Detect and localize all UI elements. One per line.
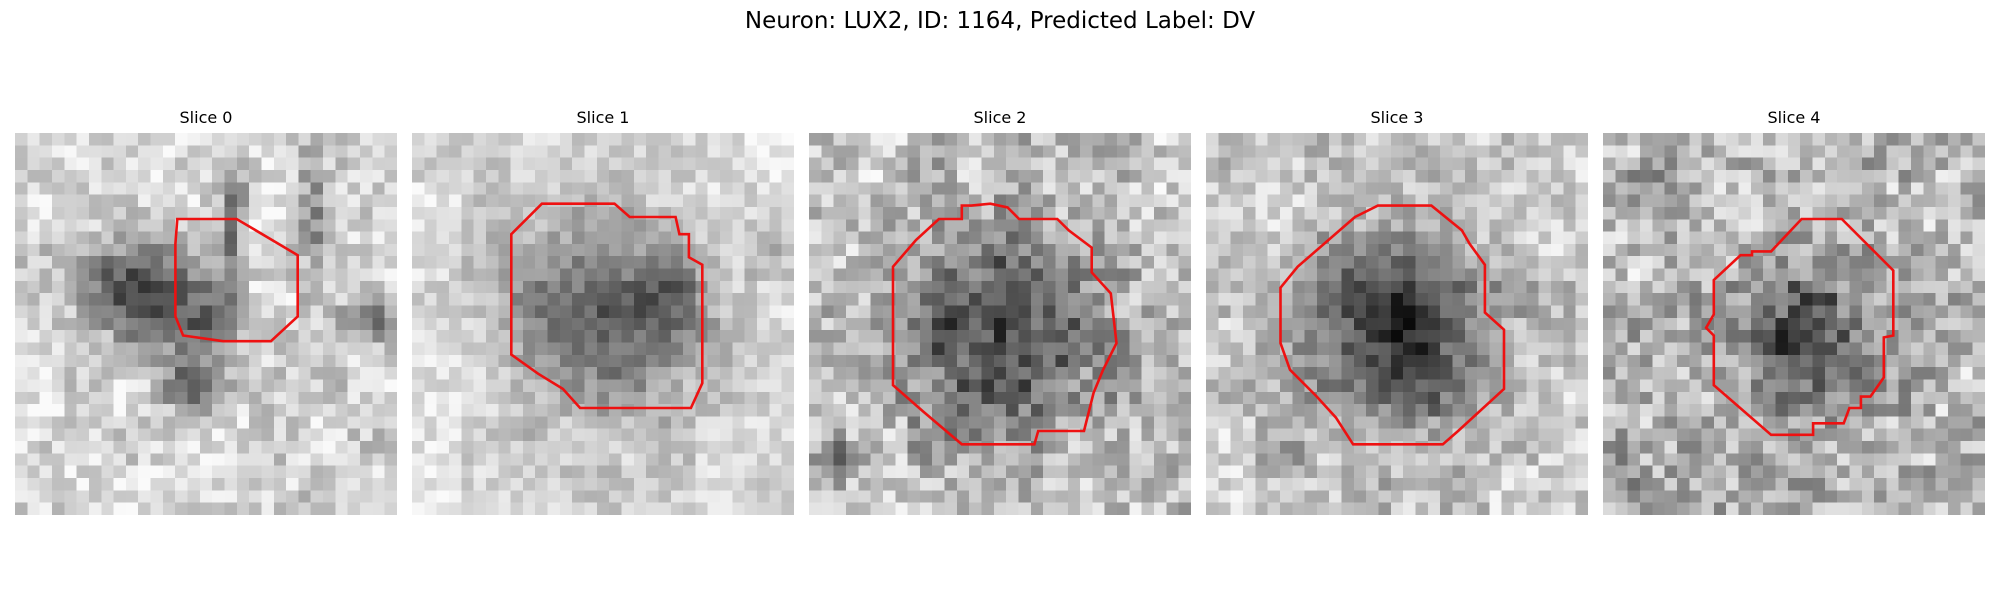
slice-image-0 <box>15 133 397 515</box>
slice-title-4: Slice 4 <box>1767 108 1821 127</box>
pixel-grid <box>809 133 1191 515</box>
segmentation-contour <box>174 217 300 343</box>
pixel-grid <box>412 133 794 515</box>
slice-title-0: Slice 0 <box>179 108 233 127</box>
slice-image-1 <box>412 133 794 515</box>
slice-image-3 <box>1206 133 1588 515</box>
pixel-grid <box>1206 133 1588 515</box>
slice-title-1: Slice 1 <box>576 108 630 127</box>
pixel-grid <box>1603 133 1985 515</box>
segmentation-contour <box>1279 204 1506 446</box>
slice-image-4 <box>1603 133 1985 515</box>
pixel-grid <box>15 133 397 515</box>
segmentation-contour <box>891 202 1118 446</box>
figure-title: Neuron: LUX2, ID: 1164, Predicted Label:… <box>744 8 1256 34</box>
segmentation-contour <box>1704 217 1895 437</box>
slice-image-2 <box>809 133 1191 515</box>
slice-title-2: Slice 2 <box>973 108 1027 127</box>
segmentation-contour <box>510 202 704 410</box>
slice-title-3: Slice 3 <box>1370 108 1424 127</box>
